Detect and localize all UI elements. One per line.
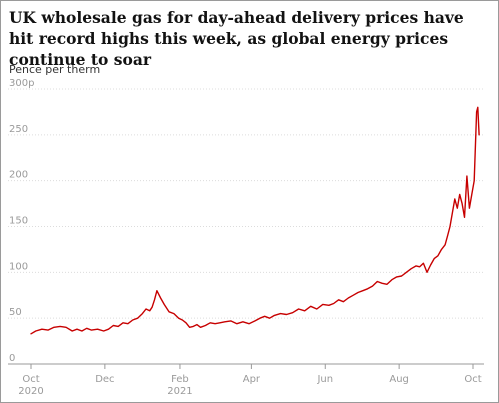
y-tick-label: 300p [9, 78, 34, 89]
y-axis-unit-label: Pence per therm [9, 63, 101, 76]
x-tick-label: Feb [171, 374, 189, 385]
y-tick-label: 200 [9, 170, 28, 181]
x-tick-label: Dec [95, 374, 114, 385]
series-line [30, 106, 480, 335]
x-tick-label: Apr [243, 374, 261, 385]
chart-title: UK wholesale gas for day-ahead delivery … [9, 8, 464, 69]
x-tick-label: Oct [22, 374, 39, 385]
x-tick-label: Jun [316, 374, 333, 385]
x-tick-label: Aug [389, 374, 409, 385]
x-tick-label: Oct [464, 374, 481, 385]
x-tick-sublabel: 2020 [18, 386, 43, 397]
y-tick-label: 150 [9, 216, 28, 227]
y-tick-label: 0 [9, 353, 15, 364]
y-tick-label: 250 [9, 124, 28, 135]
y-tick-label: 100 [9, 261, 28, 272]
x-tick-sublabel: 2021 [167, 386, 192, 397]
y-tick-label: 50 [9, 307, 22, 318]
